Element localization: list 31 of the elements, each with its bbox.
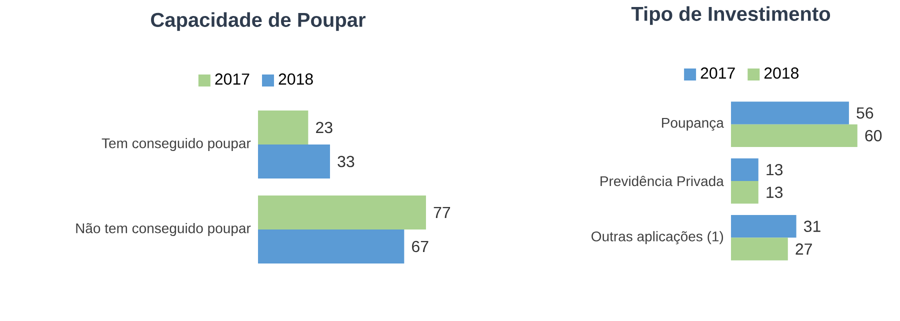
bar — [258, 144, 330, 178]
y-tick-label: Poupança — [662, 118, 724, 131]
data-label: 13 — [766, 186, 783, 198]
bar — [258, 110, 308, 144]
y-tick-label: Tem conseguido poupar — [102, 138, 251, 152]
bar — [730, 180, 758, 204]
y-tick-label: Previdência Privada — [600, 176, 724, 186]
chart-title: Tipo de Investimento — [631, 6, 830, 25]
data-label: 77 — [434, 206, 450, 218]
bar — [730, 124, 858, 147]
bar — [730, 158, 758, 181]
data-label: 23 — [316, 122, 332, 134]
bar — [730, 214, 796, 238]
bar — [258, 229, 404, 264]
bar — [730, 102, 849, 124]
data-label: 60 — [865, 130, 882, 142]
legend-label: 2017 — [700, 67, 735, 79]
chart-title: Capacidade de Poupar — [151, 12, 366, 31]
data-label: 33 — [338, 156, 354, 168]
data-label: 67 — [412, 240, 428, 252]
legend-label: 2017 — [215, 73, 250, 85]
data-label: 27 — [796, 243, 812, 255]
data-label: 56 — [856, 107, 874, 119]
bar — [730, 238, 788, 260]
legend-label: 2018 — [764, 67, 799, 79]
y-tick-label: Outras aplicações (1) — [592, 231, 724, 244]
y-tick-label: Não tem conseguido poupar — [76, 222, 251, 236]
legend-label: 2018 — [278, 73, 313, 85]
bar — [258, 195, 426, 230]
data-label: 31 — [804, 220, 820, 232]
data-label: 13 — [766, 164, 783, 176]
